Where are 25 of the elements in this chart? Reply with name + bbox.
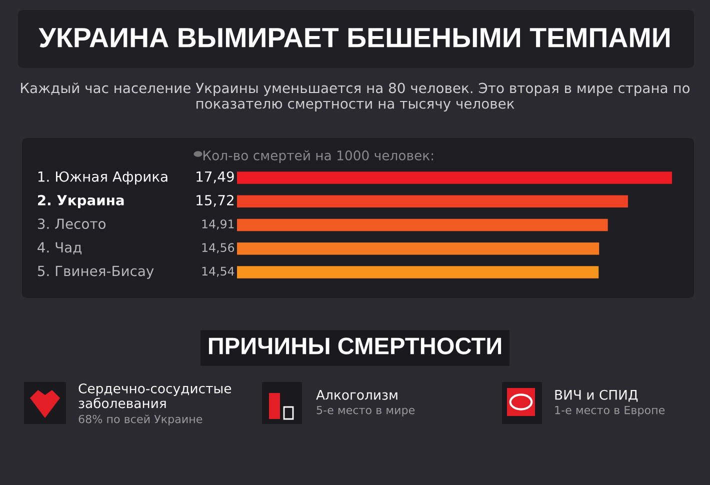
data-label: 14,91 [202, 219, 234, 230]
text: Сердечно-сосудистые заболевания [78, 383, 232, 408]
bar [237, 218, 608, 232]
data-label: 14,54 [202, 266, 234, 277]
bar [237, 195, 628, 208]
y-tick-label: 5. Гвинея-Бисау [38, 266, 154, 279]
y-tick-label: 3. Лесото [38, 218, 106, 230]
text: 5-е место в мире [316, 406, 415, 416]
data-label: 15,72 [196, 194, 234, 207]
chart-title: УКРАИНА ВЫМИРАЕТ БЕШЕНЫМИ ТЕМПАМИ [38, 28, 670, 48]
text: ПРИЧИНЫ СМЕРТНОСТИ [208, 338, 502, 354]
data-label: 14,56 [202, 243, 234, 254]
bar [237, 242, 600, 255]
text: 1-е место в Европе [555, 406, 665, 416]
y-tick-label: 1. Южная Африка [38, 171, 168, 185]
x-axis-title: Кол-во смертей на 1000 человек: [203, 150, 434, 163]
text: 68% по всей Украине [78, 414, 202, 426]
bar [237, 172, 672, 184]
text: ВИЧ и СПИД [555, 390, 638, 402]
chart-subtitle: Каждый час население Украины уменьшается на 80 человек. Это вторая в мире страна по показателю смертности на тысячу человек [21, 82, 690, 112]
data-label: 17,49 [196, 171, 234, 184]
y-tick-label: 4. Чад [38, 242, 82, 254]
text: Алкоголизм [316, 390, 398, 400]
bar [237, 266, 599, 278]
y-tick-label: 2. Украина [38, 194, 124, 208]
